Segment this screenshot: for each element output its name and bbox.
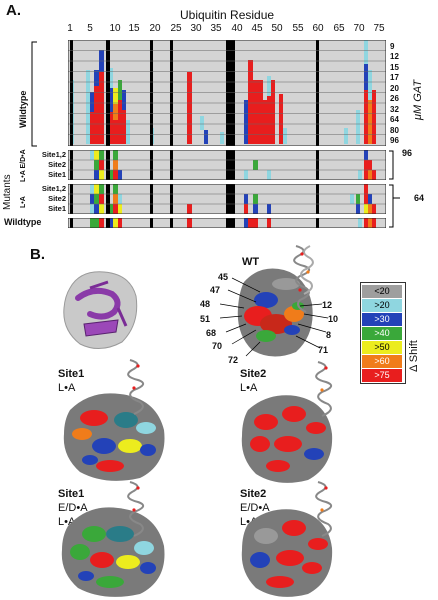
legend-cell-gt20: >20: [362, 299, 402, 312]
structure-subtitle: E/D•A: [240, 502, 270, 514]
structure-title: Site1: [58, 488, 85, 500]
site1-edla-surface-image: [61, 507, 165, 597]
conc-15: 15: [390, 63, 399, 72]
tick-25: 25: [170, 23, 182, 34]
tick-5: 5: [87, 23, 93, 34]
structure-title: Site2: [240, 488, 267, 500]
panel-b-letter: B.: [30, 246, 45, 263]
tick-45: 45: [251, 23, 263, 34]
wildtype-group-label: Wildtype: [18, 90, 28, 128]
conc-64: 64: [390, 115, 399, 124]
conc-26: 26: [390, 94, 399, 103]
residue-label-71: 71: [318, 345, 329, 355]
legend-cell-gt60: >60: [362, 355, 402, 368]
mutant-row-label: Site1,2: [41, 150, 66, 159]
y-axis-title: μM GAT: [412, 79, 424, 120]
wt-label: WT: [242, 256, 260, 268]
wildtype-bracket: [31, 41, 37, 147]
structure-title: Site2: [240, 368, 267, 380]
tick-35: 35: [210, 23, 222, 34]
tick-75: 75: [373, 23, 385, 34]
mutants-label: Mutants: [2, 174, 13, 210]
residue-label-68: 68: [206, 328, 217, 338]
group-label-la: L•A: [20, 196, 27, 208]
tick-55: 55: [292, 23, 304, 34]
legend-cell-gt75: >75: [362, 369, 402, 382]
residue-label-48: 48: [200, 299, 211, 309]
tick-30: 30: [190, 23, 202, 34]
ribbon-structure-image: [63, 271, 138, 349]
residue-ticks: 1 5 10 15 20 25 30 35 40 45 50 55 60 65 …: [0, 23, 438, 35]
mutant-row-label: Site1: [48, 170, 66, 179]
mutant-brackets: [389, 150, 400, 228]
site2-edla-surface-image: [241, 509, 333, 597]
helix-image: [315, 361, 333, 417]
conc-96: 96: [390, 136, 399, 145]
conc-32: 32: [390, 105, 399, 114]
structure-subtitle: L•A: [58, 382, 76, 394]
structure-subtitle: L•A: [240, 382, 258, 394]
mutant-row-label: Site2: [48, 160, 66, 169]
residue-label-45: 45: [218, 272, 229, 282]
tick-1: 1: [67, 23, 73, 34]
site2-la-surface-image: [241, 395, 333, 483]
tick-20: 20: [149, 23, 161, 34]
residue-label-70: 70: [212, 341, 223, 351]
bracket-64: 64: [414, 193, 425, 203]
tick-60: 60: [312, 23, 324, 34]
tick-50: 50: [271, 23, 283, 34]
mutants-heatmap: [68, 150, 386, 228]
legend-cell-lt20: <20: [362, 285, 402, 298]
conc-9: 9: [390, 42, 395, 51]
legend-cell-gt50: >50: [362, 341, 402, 354]
mutant-row-label: Site1,2: [41, 184, 66, 193]
helix-image: [127, 481, 145, 537]
conc-20: 20: [390, 84, 399, 93]
legend-cell-gt40: >40: [362, 327, 402, 340]
legend-title: Δ Shift: [408, 340, 420, 372]
tick-65: 65: [333, 23, 345, 34]
residue-leader-lines: [220, 277, 329, 357]
mutant-row-label: Site1: [48, 204, 66, 213]
conc-17: 17: [390, 73, 399, 82]
residue-label-72: 72: [228, 355, 239, 365]
structure-title: Site1: [58, 368, 85, 380]
panel-a-letter: A.: [6, 2, 21, 19]
tick-10: 10: [109, 23, 121, 34]
residue-label-8: 8: [326, 330, 332, 340]
legend-cell-gt30: >30: [362, 313, 402, 326]
wildtype-heatmap: [68, 40, 386, 146]
mutant-row-label: Site2: [48, 194, 66, 203]
tick-15: 15: [128, 23, 140, 34]
bracket-96: 96: [402, 148, 413, 158]
residue-label-12: 12: [322, 300, 333, 310]
shift-legend: <20 >20 >30 >40 >50 >60 >75: [360, 282, 406, 384]
residue-label-10: 10: [328, 314, 339, 324]
tick-40: 40: [231, 23, 243, 34]
conc-80: 80: [390, 126, 399, 135]
structure-subtitle: E/D•A: [58, 502, 88, 514]
helix-image: [127, 359, 145, 415]
helix-image: [293, 245, 314, 313]
wildtype-row-label: Wildtype: [4, 217, 42, 227]
group-label-led: L•A E/D•A: [20, 149, 27, 182]
helix-image: [315, 481, 333, 537]
residue-label-47: 47: [210, 285, 221, 295]
axis-title: Ubiquitin Residue: [180, 8, 275, 22]
conc-12: 12: [390, 52, 399, 61]
tick-70: 70: [353, 23, 365, 34]
site1-la-surface-image: [63, 393, 165, 481]
residue-label-51: 51: [200, 314, 211, 324]
